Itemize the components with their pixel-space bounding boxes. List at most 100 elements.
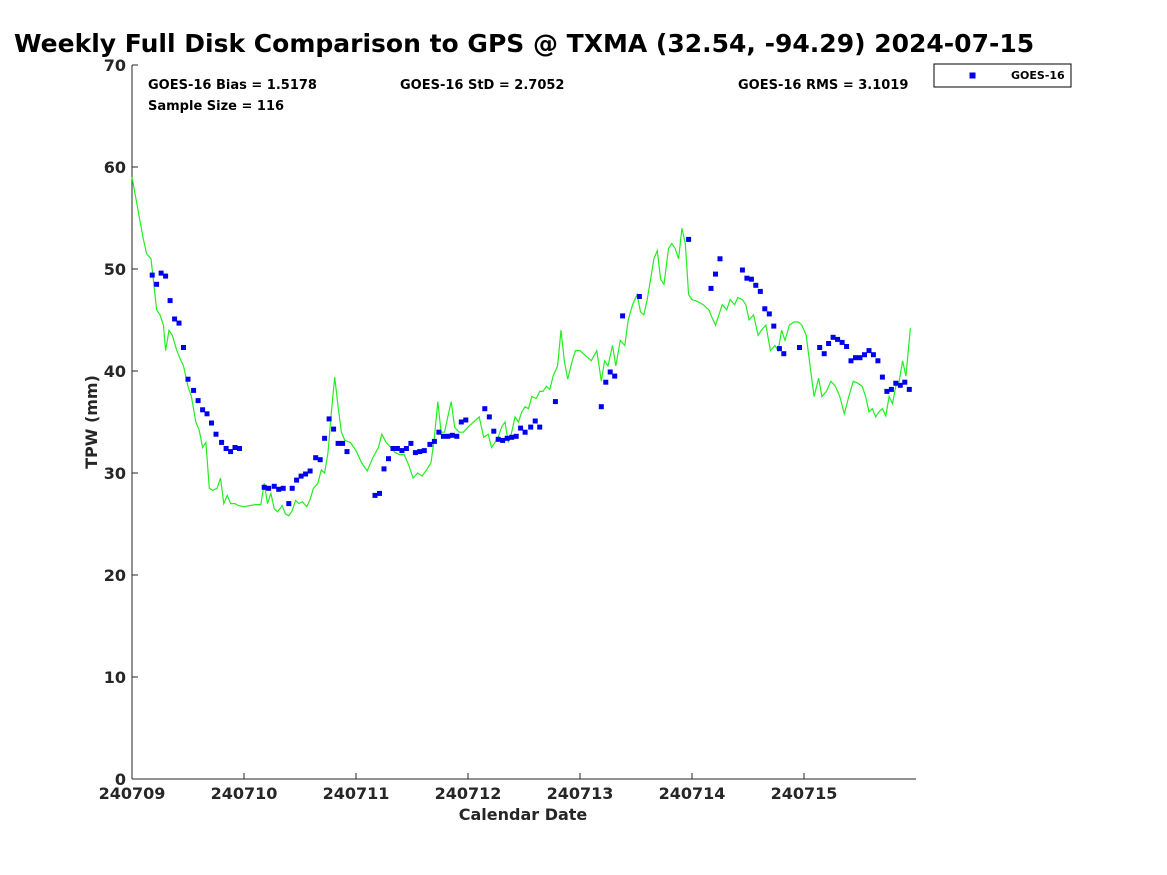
goes16-point bbox=[906, 386, 912, 392]
goes16-point bbox=[870, 352, 876, 358]
goes16-point bbox=[636, 294, 642, 299]
goes16-point bbox=[753, 282, 759, 288]
rms-stat: GOES-16 RMS = 3.1019 bbox=[738, 78, 908, 93]
goes16-point bbox=[848, 358, 854, 364]
goes16-point bbox=[620, 313, 626, 319]
goes16-point bbox=[340, 440, 346, 446]
goes16-point bbox=[513, 433, 519, 439]
goes16-point bbox=[857, 355, 863, 361]
goes16-point bbox=[149, 272, 155, 278]
goes16-point bbox=[280, 485, 286, 491]
goes16-point bbox=[528, 424, 534, 430]
std-stat: GOES-16 StD = 2.7052 bbox=[400, 78, 564, 93]
goes16-point bbox=[421, 448, 427, 454]
goes16-point bbox=[445, 433, 451, 439]
x-tick-label: 240711 bbox=[323, 784, 390, 803]
goes16-point bbox=[386, 456, 391, 462]
goes16-point bbox=[612, 373, 618, 379]
goes16-point bbox=[317, 457, 323, 463]
goes16-point bbox=[463, 417, 469, 423]
chart-title: Weekly Full Disk Comparison to GPS @ TXM… bbox=[14, 29, 1034, 58]
y-tick-label: 0 bbox=[115, 770, 126, 789]
goes16-point bbox=[191, 387, 197, 393]
goes16-point bbox=[335, 440, 341, 446]
goes16-point bbox=[537, 424, 543, 430]
goes16-point bbox=[417, 449, 423, 455]
y-tick-label: 10 bbox=[104, 668, 126, 687]
goes16-point bbox=[902, 379, 908, 385]
goes16-point bbox=[866, 348, 872, 354]
y-tick-label: 70 bbox=[104, 56, 126, 75]
goes16-point bbox=[509, 434, 515, 440]
goes16-point bbox=[237, 446, 242, 451]
gps-line-layer bbox=[131, 177, 911, 517]
goes16-point bbox=[167, 298, 173, 304]
goes16-point bbox=[276, 486, 282, 492]
goes16-point bbox=[893, 380, 899, 386]
goes16-point bbox=[344, 449, 350, 455]
goes16-point bbox=[427, 441, 433, 447]
goes16-point bbox=[163, 273, 169, 279]
goes16-point bbox=[286, 501, 292, 507]
goes16-point bbox=[875, 358, 881, 364]
goes16-point bbox=[744, 275, 750, 281]
goes16-point bbox=[598, 404, 604, 410]
goes16-point bbox=[518, 425, 524, 431]
goes16-point bbox=[817, 345, 823, 350]
goes16-point bbox=[482, 406, 488, 412]
goes16-point bbox=[603, 379, 609, 385]
goes16-point bbox=[209, 420, 214, 426]
goes16-point bbox=[390, 446, 396, 451]
x-axis-label: Calendar Date bbox=[459, 805, 588, 824]
goes16-point bbox=[781, 351, 787, 357]
goes16-point bbox=[223, 446, 229, 451]
goes16-point bbox=[412, 450, 418, 456]
goes16-point bbox=[176, 320, 182, 326]
x-tick-label: 240713 bbox=[547, 784, 614, 803]
goes16-point bbox=[888, 386, 894, 392]
goes16-point bbox=[399, 448, 405, 454]
goes16-point bbox=[552, 399, 558, 405]
goes16-point bbox=[797, 345, 802, 350]
y-tick-label: 60 bbox=[104, 158, 126, 177]
goes16-point bbox=[486, 414, 492, 420]
goes16-point bbox=[504, 435, 510, 441]
legend: GOES-16 bbox=[933, 63, 1072, 88]
goes16-point bbox=[195, 398, 201, 404]
goes16-point bbox=[757, 288, 763, 294]
goes16-point bbox=[232, 445, 238, 450]
sample-size-stat: Sample Size = 116 bbox=[148, 99, 284, 114]
goes16-point bbox=[322, 435, 328, 441]
goes16-point bbox=[372, 492, 378, 498]
goes16-point bbox=[298, 473, 304, 479]
goes16-point bbox=[491, 428, 497, 434]
goes16-point bbox=[748, 276, 754, 282]
goes16-point bbox=[436, 429, 442, 435]
goes16-point bbox=[377, 490, 382, 496]
goes16-point bbox=[266, 485, 272, 491]
goes16-point bbox=[403, 446, 409, 451]
y-tick-label: 40 bbox=[104, 362, 126, 381]
goes16-point bbox=[289, 485, 295, 491]
goes-points-layer bbox=[149, 236, 912, 507]
legend-box bbox=[933, 63, 1072, 88]
goes16-point bbox=[213, 431, 219, 437]
goes16-point bbox=[181, 345, 186, 350]
x-tick-label: 240709 bbox=[99, 784, 166, 803]
goes16-point bbox=[879, 374, 885, 380]
goes16-point bbox=[185, 376, 191, 382]
goes16-point bbox=[821, 351, 827, 357]
goes16-point bbox=[717, 256, 723, 262]
goes16-point bbox=[766, 311, 772, 317]
goes16-point bbox=[844, 344, 850, 349]
goes16-point bbox=[776, 346, 782, 352]
goes16-point bbox=[739, 267, 745, 273]
y-tick-label: 50 bbox=[104, 260, 126, 279]
goes16-point bbox=[454, 433, 460, 439]
goes16-point bbox=[839, 339, 845, 345]
goes16-point bbox=[158, 270, 164, 276]
goes16-point bbox=[394, 446, 400, 451]
y-axis-label: TPW (mm) bbox=[82, 375, 101, 469]
goes16-point bbox=[204, 411, 210, 417]
goes16-point bbox=[708, 285, 714, 291]
